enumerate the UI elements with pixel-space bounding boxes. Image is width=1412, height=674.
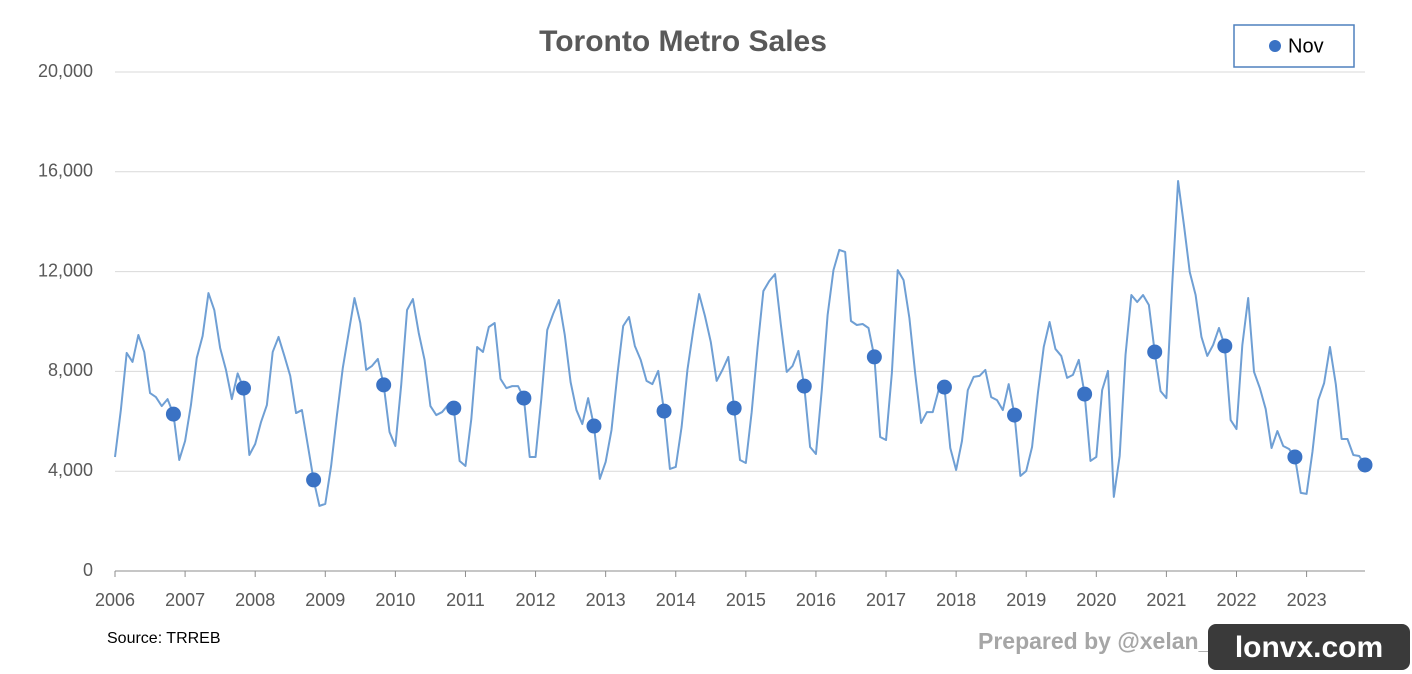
legend-box bbox=[1233, 24, 1355, 68]
data-point bbox=[796, 378, 812, 394]
data-point bbox=[165, 406, 181, 422]
x-tick-label: 2012 bbox=[516, 590, 556, 610]
data-point bbox=[726, 400, 742, 416]
legend-marker bbox=[1269, 40, 1281, 52]
x-tick-label: 2009 bbox=[305, 590, 345, 610]
x-tick-label: 2023 bbox=[1287, 590, 1327, 610]
x-tick-label: 2015 bbox=[726, 590, 766, 610]
x-tick-label: 2011 bbox=[446, 590, 485, 610]
x-tick-label: 2019 bbox=[1006, 590, 1046, 610]
data-point bbox=[516, 390, 532, 406]
data-point bbox=[1147, 344, 1163, 360]
y-tick-label: 0 bbox=[83, 560, 93, 580]
y-tick-label: 20,000 bbox=[38, 61, 93, 81]
x-tick-label: 2021 bbox=[1146, 590, 1186, 610]
y-tick-label: 4,000 bbox=[48, 460, 93, 480]
x-tick-label: 2016 bbox=[796, 590, 836, 610]
data-point bbox=[656, 403, 672, 419]
data-point bbox=[236, 380, 252, 396]
data-point bbox=[1217, 338, 1233, 354]
x-tick-label: 2010 bbox=[375, 590, 415, 610]
source-note: Source: TRREB bbox=[107, 630, 221, 647]
data-point bbox=[376, 377, 392, 393]
data-point bbox=[936, 379, 952, 395]
data-point bbox=[866, 349, 882, 365]
plot-area: 0 4,000 8,000 12,000 16,000 20,000 2006 2007 200… bbox=[38, 61, 1373, 610]
watermark: lonvx.com bbox=[1235, 631, 1383, 664]
y-tick-label: 12,000 bbox=[38, 260, 93, 280]
chart-title: Toronto Metro Sales bbox=[539, 25, 827, 58]
legend: Nov bbox=[1233, 24, 1355, 68]
x-tick-label: 2014 bbox=[656, 590, 696, 610]
x-tick-label: 2007 bbox=[165, 590, 205, 610]
watermark-box bbox=[1208, 624, 1410, 670]
data-point bbox=[1357, 457, 1373, 473]
x-tick-label: 2020 bbox=[1076, 590, 1116, 610]
legend-label: Nov bbox=[1288, 35, 1324, 57]
data-point bbox=[1287, 449, 1303, 465]
x-tick-label: 2006 bbox=[95, 590, 135, 610]
x-tick-label: 2018 bbox=[936, 590, 976, 610]
data-point bbox=[1007, 407, 1023, 423]
data-point bbox=[446, 400, 462, 416]
data-point bbox=[1077, 386, 1093, 402]
x-tick-label: 2008 bbox=[235, 590, 275, 610]
y-tick-label: 8,000 bbox=[48, 360, 93, 380]
x-tick-label: 2017 bbox=[866, 590, 906, 610]
x-tick-label: 2022 bbox=[1216, 590, 1256, 610]
data-line bbox=[114, 180, 1366, 507]
data-point bbox=[306, 472, 322, 488]
y-tick-label: 16,000 bbox=[38, 161, 93, 181]
data-point bbox=[586, 418, 602, 434]
x-tick-label: 2013 bbox=[586, 590, 626, 610]
